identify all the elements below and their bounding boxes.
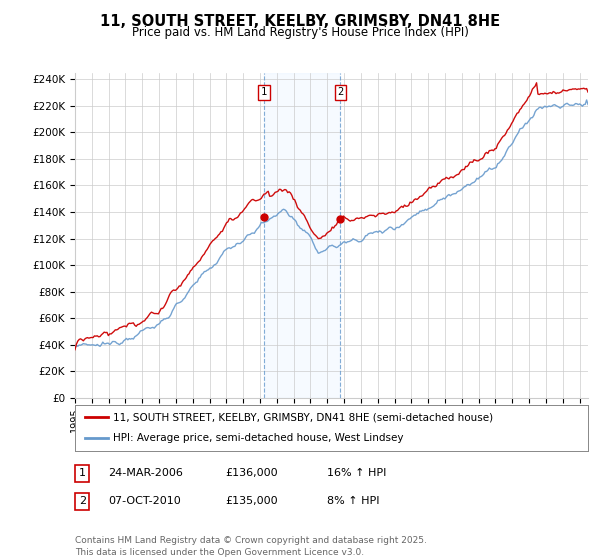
Text: 8% ↑ HPI: 8% ↑ HPI: [327, 496, 379, 506]
Text: 24-MAR-2006: 24-MAR-2006: [108, 468, 183, 478]
Text: Contains HM Land Registry data © Crown copyright and database right 2025.
This d: Contains HM Land Registry data © Crown c…: [75, 536, 427, 557]
Text: £136,000: £136,000: [225, 468, 278, 478]
Text: 11, SOUTH STREET, KEELBY, GRIMSBY, DN41 8HE: 11, SOUTH STREET, KEELBY, GRIMSBY, DN41 …: [100, 14, 500, 29]
Text: 1: 1: [261, 87, 267, 97]
Text: 2: 2: [79, 496, 86, 506]
Bar: [264, 73, 340, 398]
Text: £135,000: £135,000: [225, 496, 278, 506]
Text: 1: 1: [79, 468, 86, 478]
Text: HPI: Average price, semi-detached house, West Lindsey: HPI: Average price, semi-detached house,…: [113, 433, 404, 444]
Text: 07-OCT-2010: 07-OCT-2010: [108, 496, 181, 506]
Text: 16% ↑ HPI: 16% ↑ HPI: [327, 468, 386, 478]
Text: 11, SOUTH STREET, KEELBY, GRIMSBY, DN41 8HE (semi-detached house): 11, SOUTH STREET, KEELBY, GRIMSBY, DN41 …: [113, 412, 494, 422]
Text: Price paid vs. HM Land Registry's House Price Index (HPI): Price paid vs. HM Land Registry's House …: [131, 26, 469, 39]
Text: 2: 2: [337, 87, 343, 97]
